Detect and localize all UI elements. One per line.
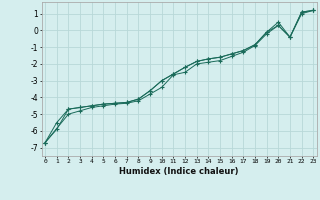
X-axis label: Humidex (Indice chaleur): Humidex (Indice chaleur) [119,167,239,176]
